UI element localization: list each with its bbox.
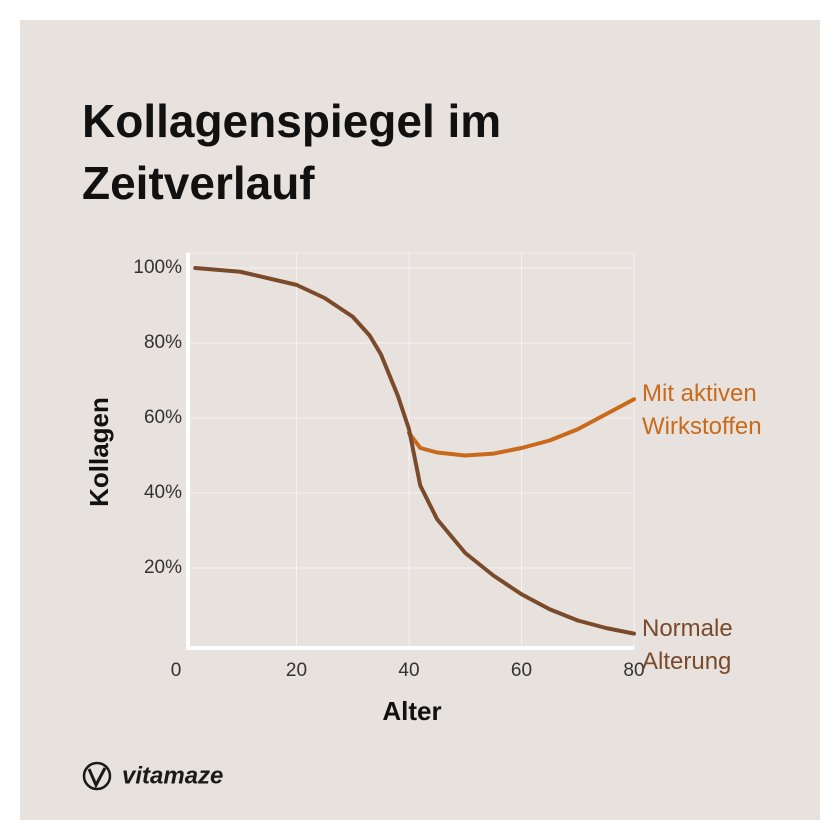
line: [407, 397, 636, 458]
chart-title: Kollagenspiegel im Zeitverlauf: [82, 95, 502, 209]
brand: vitamaze: [122, 762, 223, 789]
x-tick-label: 0: [171, 660, 182, 681]
x-tick-label: 40: [398, 660, 419, 681]
y-tick-label: 20%: [144, 557, 182, 578]
y-axis-label: Kollagen: [84, 397, 114, 507]
series-label: Normale Alterung: [642, 614, 733, 675]
y-tick-label: 60%: [144, 407, 182, 428]
logo-icon: [82, 761, 112, 791]
line: [193, 266, 636, 636]
x-tick-label: 80: [623, 660, 644, 681]
y-tick-label: 80%: [144, 332, 182, 353]
x-axis-label: Alter: [382, 696, 441, 726]
series-label: Mit aktiven Wirkstoffen: [642, 380, 762, 441]
y-tick-label: 100%: [133, 257, 182, 278]
x-tick-label: 20: [286, 660, 307, 681]
x-tick-label: 60: [511, 660, 532, 681]
background: [20, 20, 820, 820]
y-tick-label: 40%: [144, 482, 182, 503]
